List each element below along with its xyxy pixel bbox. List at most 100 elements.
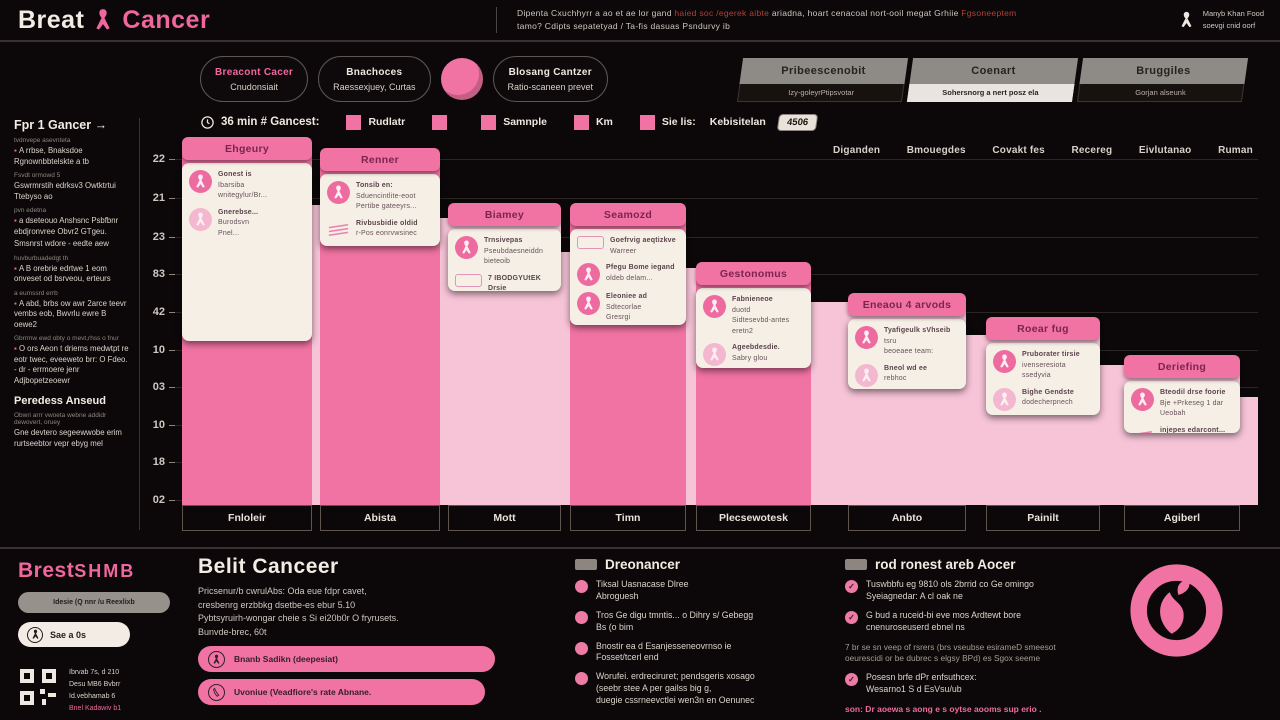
bar-label-pill-2: Renner: [320, 148, 440, 171]
footer-about-line: cresbenrg erzbbkg dsetbe-es ebur 5.10: [198, 599, 356, 610]
bar-chart: Diganden Bmouegdes Covakt fes Recereg Eivlut…: [153, 135, 1258, 531]
footer-logo: BrestSHMB: [18, 559, 190, 583]
footer-list-1-item-text: Bnostir ea d Esanjesseneovrnso ie Fosset/…: [596, 640, 732, 663]
footer-list-2-item-2: ✓ G bud a ruceid-bi eve mos Ardtewt bore c…: [845, 610, 1125, 634]
profile-pill-1[interactable]: Breacont Cacer Cnudonsiait: [200, 56, 309, 102]
legend-swatch: [346, 114, 362, 130]
ribbon-icon: [703, 295, 726, 318]
header-subtitle-text: ariadna, hoart cenacoal nort-ooil megat …: [769, 7, 962, 18]
footer-pink-button-1[interactable]: Bnanb Sadikn (deepesiat): [198, 646, 495, 672]
ribbon-icon: [703, 343, 726, 366]
footer-gray-pill-button[interactable]: Idesie (Q nnr /u Reexlixb: [18, 592, 170, 613]
footer-list-2-heading-row: rod ronest areb Aocer: [845, 557, 1125, 572]
bar-tooltip-card-2: Tonsib en: Sduencintlite-eoot Pertibe gate…: [320, 174, 440, 246]
chart-column-headers: Diganden Bmouegdes Covakt fes Recereg Eivlut…: [833, 145, 1253, 156]
axis-tick-mark: [169, 312, 175, 313]
legend-item-2: [432, 114, 454, 130]
card-row: Tyafigeulk sVhseib tsru beoeaee team:: [855, 326, 959, 358]
bullet-icon: ▪: [14, 216, 19, 226]
tab-2-label: Coenart: [971, 65, 1016, 77]
top-header: Breat Cancer Dipenta Cxuchhyrr a ao et a…: [0, 0, 1280, 42]
footer-about-heading: Belit Canceer: [198, 555, 339, 578]
footer-pink-button-1-label: Bnanb Sadikn (deepesiat): [234, 654, 338, 664]
card-row: Bneol wd ee rebhoc: [855, 363, 959, 387]
footer-qr-line: Desu MB6 Bvbrr: [69, 680, 121, 688]
tab-3[interactable]: Bruggiles Gorjan alseunk: [1076, 58, 1249, 102]
footer-about-line: Pybtsyruirh-wongar cheie s Si ei20b0r O …: [198, 613, 399, 623]
scribble-icon: [1131, 426, 1154, 433]
swatch-icon: [845, 559, 867, 570]
x-axis-category-6: Anbto: [848, 505, 966, 531]
ribbon-icon: [189, 207, 212, 231]
profile-pill-1-sub: Cnudonsiait: [230, 81, 278, 92]
y-axis-tick-label: 23: [152, 231, 165, 243]
bar-label-pill-8: Deriefing: [1124, 355, 1240, 378]
swatch-icon: [575, 559, 597, 570]
card-text: Trnsivepas Pseubdaesneiddn bieteoib: [484, 237, 544, 265]
tab-3-label: Bruggiles: [1136, 65, 1191, 77]
tab-2-active[interactable]: Coenart Sohersnorg a nert posz ela: [906, 58, 1079, 102]
header-right-line2: soevgi cnid oorf: [1202, 21, 1256, 30]
tab-bar: Pribeescenobit Izy-goleyrPtipsvotar Coen…: [736, 58, 1249, 102]
footer-pink-button-2[interactable]: Uvoniue (Veadfiore's rate Abnane.: [198, 679, 485, 705]
sidebar-title-1: Fpr 1 Gancer →: [14, 118, 108, 132]
card-row: Bighe Gendste dodecherpnech: [993, 387, 1093, 411]
card-text: injepes edarcont...: [1160, 426, 1226, 434]
chart-header-3: Covakt fes: [992, 145, 1045, 156]
card-row: Ageebdesdie. Sabry glou: [703, 343, 804, 366]
tab-1[interactable]: Pribeescenobit Izy-goleyrPtipsvotar: [736, 58, 909, 102]
footer-qr-line: Id.vebhamab 6: [69, 692, 116, 700]
bullet-icon: ▪: [14, 263, 19, 273]
y-axis-tick-label: 02: [152, 494, 165, 506]
axis-tick-mark: [169, 387, 175, 388]
bar-label-pill-6: Eneaou 4 arvods: [848, 293, 966, 316]
legend-extra-label: Kebisitelan: [709, 116, 766, 128]
axis-tick-mark: [169, 462, 175, 463]
ribbon-icon: [577, 263, 600, 286]
header-red-link[interactable]: haied soc /egerek aibte: [674, 7, 770, 18]
profile-pill-2[interactable]: Bnachoces Raessexjuey, Curtas: [318, 56, 431, 102]
footer-about-line: Pricsenur/b cwrulAbs: Oda eue fdpr cavet…: [198, 586, 367, 596]
footer-white-pill-button[interactable]: Sae a 0s: [18, 622, 130, 647]
legend-item-label: Sie lis:: [661, 116, 696, 128]
footer-list-1-item-4: Worufei. erdreciruret; pendsgeris xosago…: [575, 671, 837, 707]
bar-tooltip-card-1: Gonest is Ibarsiba wnitegylur/Br... Gnerebs…: [182, 163, 312, 341]
bar-tooltip-card-7: Pruborater tirsie ivenseresiota ssedyvia Bi…: [986, 343, 1100, 415]
card-text: Bneol wd ee rebhoc: [884, 364, 928, 383]
y-axis-tick-label: 22: [152, 153, 165, 165]
sidebar-notes: Fpr 1 Gancer → tvdnvepe asevnteta ▪ A rrbs…: [14, 118, 140, 530]
legend-item-label: Rudlatr: [368, 116, 406, 128]
card-row: Gonest is Ibarsiba wnitegylur/Br...: [189, 170, 305, 202]
profile-pill-3-sub: Ratio-scaneen prevet: [507, 81, 594, 92]
card-text: Goefrvig aeqtizkve Warreer: [610, 237, 676, 255]
footer-about-column: Belit Canceer Pricsenur/b cwrulAbs: Oda …: [198, 555, 523, 705]
card-row: injepes edarcont...: [1131, 426, 1233, 434]
tab-1-sub: Izy-goleyrPtipsvotar: [787, 88, 854, 97]
footer-list-2-item-text: Tuswbbfu eg 9810 ols 2brrid co Ge omingo…: [866, 579, 1034, 601]
footer-ribbon-logo: [1128, 562, 1225, 659]
card-text: Bteodil drse foorie Bje +Prkeseg 1 dar Ueo…: [1160, 389, 1226, 417]
legend-item-label: Km: [595, 116, 613, 128]
x-axis-category-3: Mott: [448, 505, 561, 531]
footer-pink-button-2-label: Uvoniue (Veadfiore's rate Abnane.: [234, 687, 372, 697]
axis-tick-mark: [169, 159, 175, 160]
bullet-icon: ▪: [14, 344, 19, 354]
card-text: 7 IBODGYUtEK Drsie: [488, 274, 541, 292]
axis-tick-mark: [169, 198, 175, 199]
footer-list-1-item-2: Tros Ge digu tmntis... o Dihry s/ Gebegg…: [575, 610, 837, 634]
bullet-dot-icon: [575, 610, 588, 624]
axis-tick-mark: [169, 237, 175, 238]
sidebar-item-14: ▪ O ors Aeon t driems medwtpt re eotr tw…: [14, 344, 129, 385]
footer-list-1-heading-row: Dreonancer: [575, 557, 837, 572]
header-red-link[interactable]: Fgsoneeptem: [961, 7, 1017, 18]
bullet-icon: ▪: [14, 298, 19, 308]
footer-about-paragraph: Pricsenur/b cwrulAbs: Oda eue fdpr cavet…: [198, 585, 523, 639]
profile-pill-3[interactable]: Blosang Cantzer Ratio-scaneen prevet: [492, 56, 609, 102]
card-row: Pfegu Bome iegand oldeb delam...: [577, 263, 679, 286]
x-axis-category-1: Fnloleir: [182, 505, 312, 531]
footer-list-2-item-text: Posesn brfe dPr enfsuthcex: Wesarno1 S d …: [866, 671, 977, 694]
check-icon: ✓: [845, 672, 858, 686]
bar-tooltip-card-5: Fabnieneoe duotd Sidtesevbd-antes eretn2 Age…: [696, 288, 811, 368]
bar-label-pill-1: Ehgeury: [182, 137, 312, 160]
